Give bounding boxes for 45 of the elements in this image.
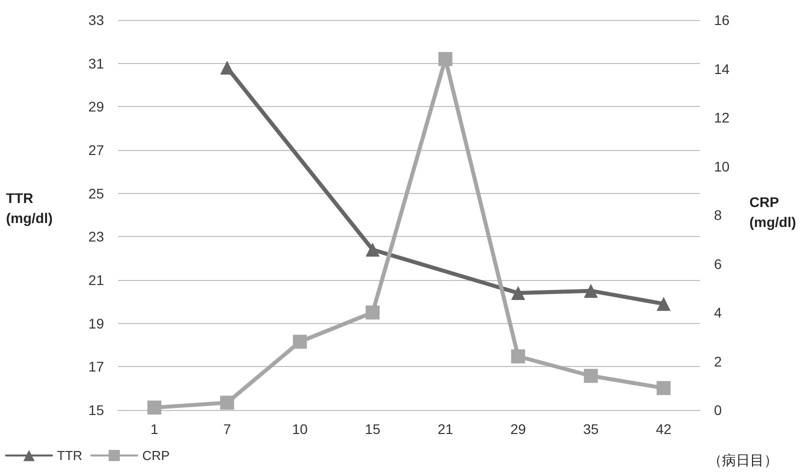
y2-tick-label: 0 bbox=[714, 402, 722, 418]
x-tick-label: 10 bbox=[292, 421, 308, 437]
y2-tick-label: 4 bbox=[714, 304, 722, 320]
point bbox=[220, 396, 234, 410]
legend-label: TTR bbox=[57, 448, 82, 463]
y-tick-label: 33 bbox=[88, 12, 104, 28]
y2-tick-label: 2 bbox=[714, 353, 722, 370]
y-tick-label: 19 bbox=[88, 315, 104, 332]
y-axis-title: TTR (mg/dl) bbox=[6, 190, 53, 226]
point bbox=[584, 368, 598, 383]
point bbox=[220, 60, 234, 75]
x-tick-label: 42 bbox=[656, 421, 672, 437]
point bbox=[656, 296, 671, 311]
y2-tick-label: 14 bbox=[714, 60, 730, 77]
x-tick-label: 7 bbox=[223, 421, 232, 437]
legend-label: CRP bbox=[142, 448, 170, 463]
y2-tick-label: 8 bbox=[714, 207, 722, 223]
y-tick-label: 27 bbox=[88, 142, 104, 158]
point bbox=[147, 400, 162, 415]
x-tick-label: 21 bbox=[438, 421, 454, 437]
y2-tick-label: 12 bbox=[714, 110, 730, 126]
point bbox=[656, 381, 671, 396]
y2-axis-title: CRP (mg/dl) bbox=[749, 194, 796, 230]
x-tick-label: 1 bbox=[150, 421, 158, 437]
y-tick-label: 23 bbox=[88, 228, 104, 245]
y-tick-label: 25 bbox=[88, 185, 104, 202]
point bbox=[511, 349, 526, 364]
point bbox=[511, 286, 526, 300]
point bbox=[584, 284, 598, 298]
x-tick-label: 15 bbox=[364, 421, 381, 437]
y-tick-label: 31 bbox=[88, 55, 104, 72]
y2-tick-label: 6 bbox=[714, 256, 722, 272]
y2-tick-label: 10 bbox=[714, 158, 730, 174]
y-tick-label: 21 bbox=[88, 272, 104, 288]
point bbox=[438, 52, 452, 66]
x-axis-title: （病日目） bbox=[708, 452, 778, 468]
y2-tick-label: 16 bbox=[714, 12, 730, 28]
y-tick-label: 15 bbox=[88, 402, 104, 418]
x-tick-label: 35 bbox=[583, 421, 599, 437]
point bbox=[366, 242, 380, 257]
point bbox=[366, 306, 380, 320]
x-tick-label: 29 bbox=[510, 421, 526, 437]
point bbox=[292, 334, 307, 349]
y-tick-label: 29 bbox=[88, 98, 104, 115]
y-tick-label: 17 bbox=[88, 358, 104, 375]
